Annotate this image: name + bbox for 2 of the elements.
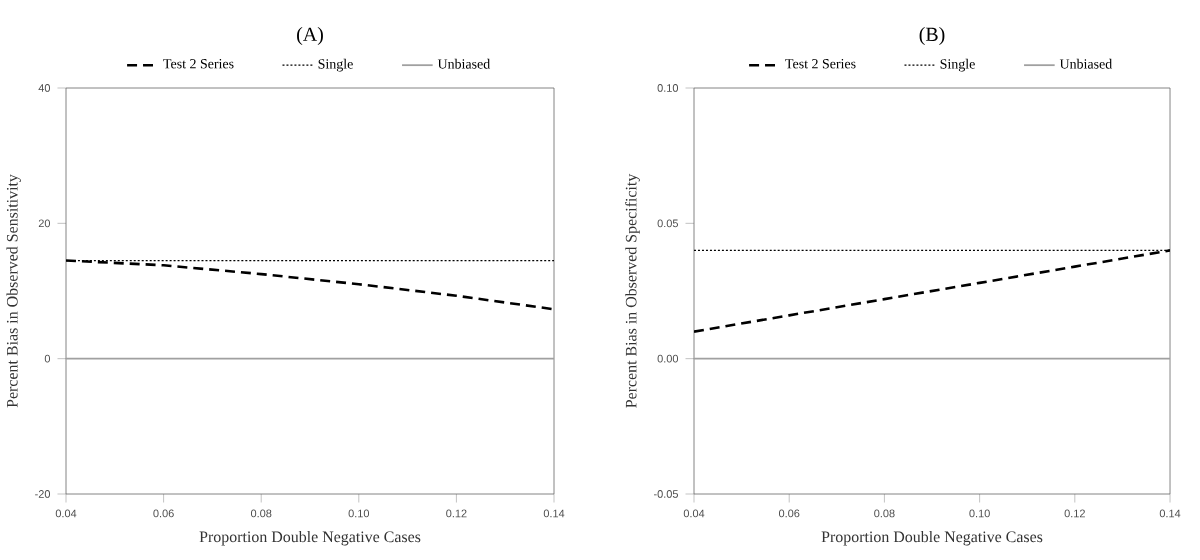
chart-title: (B) bbox=[919, 27, 945, 46]
chart-title: (A) bbox=[297, 27, 323, 46]
